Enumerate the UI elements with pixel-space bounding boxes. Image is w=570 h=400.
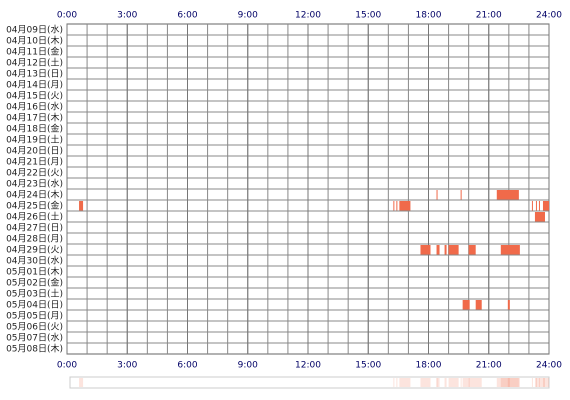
- summary-block: [436, 378, 440, 387]
- activity-block: [79, 201, 84, 211]
- row-label: 04月20日(日): [6, 146, 63, 157]
- summary-block: [399, 378, 411, 387]
- row-label: 05月03日(土): [6, 288, 63, 300]
- summary-block: [500, 378, 520, 387]
- row-label: 05月02日(金): [6, 277, 63, 289]
- row-label: 04月14日(月): [6, 80, 63, 91]
- row-label: 04月23日(水): [6, 178, 63, 190]
- activity-block: [475, 300, 482, 310]
- summary-block: [475, 378, 482, 387]
- x-tick-label: 0:00: [57, 361, 77, 371]
- row-label: 05月05日(月): [6, 311, 63, 322]
- activity-block: [500, 245, 520, 255]
- summary-block: [396, 378, 398, 387]
- x-tick-label: 3:00: [117, 361, 137, 371]
- summary-block: [420, 378, 431, 387]
- activity-block: [538, 201, 540, 211]
- row-label: 04月17日(木): [6, 112, 63, 124]
- summary-block: [507, 378, 510, 387]
- activity-block: [462, 300, 470, 310]
- activity-block: [460, 190, 462, 200]
- row-label: 05月01日(木): [6, 266, 63, 278]
- summary-block: [462, 378, 470, 387]
- activity-block: [436, 245, 440, 255]
- row-label: 05月04日(日): [6, 300, 63, 311]
- x-tick-label: 18:00: [416, 361, 442, 371]
- activity-block: [534, 212, 545, 222]
- row-label: 04月18日(金): [6, 123, 63, 135]
- x-tick-label: 0:00: [57, 11, 77, 21]
- row-label: 04月29日(火): [6, 245, 63, 256]
- x-tick-label: 6:00: [177, 11, 197, 21]
- row-label: 04月30日(水): [6, 255, 63, 267]
- summary-block: [531, 378, 533, 387]
- summary-block: [468, 378, 476, 387]
- row-label: 04月26日(土): [6, 211, 63, 223]
- row-label: 05月06日(火): [6, 322, 63, 333]
- activity-block: [444, 245, 447, 255]
- activity-block: [542, 201, 549, 211]
- row-label: 04月22日(火): [6, 168, 63, 179]
- row-label: 04月12日(土): [6, 57, 63, 69]
- summary-block: [444, 378, 447, 387]
- summary-block: [448, 378, 459, 387]
- x-tick-label: 6:00: [177, 361, 197, 371]
- x-tick-label: 9:00: [238, 11, 258, 21]
- summary-block: [460, 378, 462, 387]
- summary-strip: [69, 376, 550, 389]
- summary-block: [542, 378, 549, 387]
- row-label: 04月09日(水): [6, 24, 63, 36]
- summary-block: [534, 378, 545, 387]
- x-tick-label: 9:00: [238, 361, 258, 371]
- activity-block: [396, 201, 398, 211]
- row-label: 04月21日(月): [6, 157, 63, 168]
- row-label: 04月16日(水): [6, 101, 63, 113]
- activity-block: [531, 201, 533, 211]
- x-tick-label: 18:00: [416, 11, 442, 21]
- row-label: 04月25日(金): [6, 200, 63, 212]
- summary-block: [436, 378, 438, 387]
- activity-block: [496, 190, 519, 200]
- row-label: 05月07日(水): [6, 332, 63, 344]
- row-label: 04月10日(木): [6, 35, 63, 47]
- x-tick-label: 21:00: [476, 11, 502, 21]
- activity-block: [399, 201, 411, 211]
- row-label: 04月27日(日): [6, 223, 63, 234]
- activity-block: [535, 201, 537, 211]
- x-tick-label: 12:00: [295, 361, 321, 371]
- x-tick-label: 24:00: [536, 361, 562, 371]
- x-tick-label: 21:00: [476, 361, 502, 371]
- row-label: 04月28日(月): [6, 234, 63, 245]
- activity-block: [448, 245, 459, 255]
- activity-block: [420, 245, 431, 255]
- row-label: 04月11日(金): [6, 46, 63, 58]
- activity-block: [468, 245, 476, 255]
- summary-block: [79, 378, 84, 387]
- activity-block: [507, 300, 510, 310]
- x-tick-label: 15:00: [355, 361, 381, 371]
- x-tick-label: 3:00: [117, 11, 137, 21]
- row-label: 04月13日(日): [6, 69, 63, 80]
- summary-block: [538, 378, 540, 387]
- summary-block: [393, 378, 395, 387]
- summary-block: [496, 378, 519, 387]
- summary-block: [535, 378, 537, 387]
- x-tick-label: 12:00: [295, 11, 321, 21]
- activity-block: [393, 201, 395, 211]
- row-label: 04月19日(土): [6, 134, 63, 146]
- x-tick-label: 24:00: [536, 11, 562, 21]
- activity-block: [436, 190, 438, 200]
- x-tick-label: 15:00: [355, 11, 381, 21]
- row-label: 04月24日(木): [6, 189, 63, 201]
- row-label: 04月15日(火): [6, 91, 63, 102]
- row-label: 05月08日(木): [6, 343, 63, 355]
